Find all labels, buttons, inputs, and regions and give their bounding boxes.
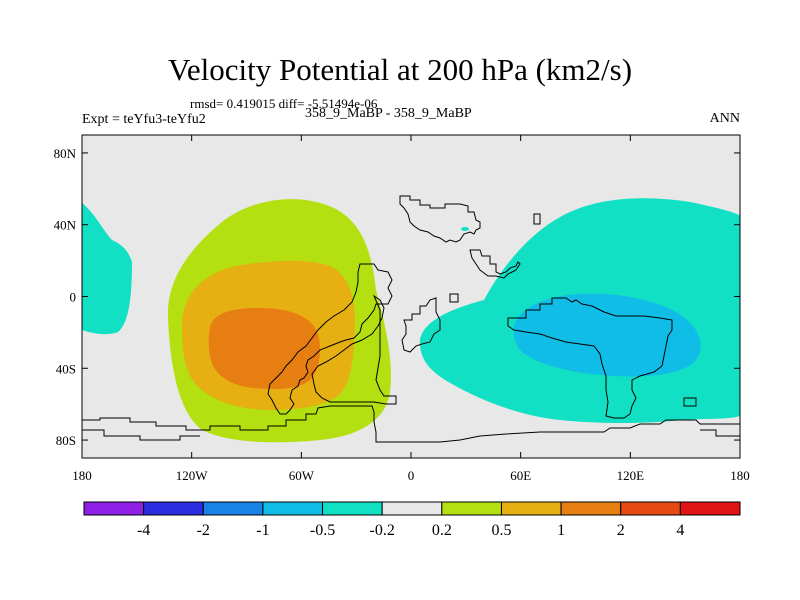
colorbar-label: 2: [617, 522, 625, 539]
plot-title: Velocity Potential at 200 hPa (km2/s): [167, 52, 633, 87]
contour-negative-northwest: [82, 203, 132, 335]
colorbar-swatch: [202, 501, 264, 516]
lat-tick-label: 40S: [56, 361, 76, 376]
lat-tick-label: 0: [70, 290, 77, 305]
lon-tick-label: 120W: [176, 468, 209, 483]
contour-negative-dot: [461, 227, 469, 231]
coastline-island-3: [683, 397, 697, 407]
coastline-antarctica: [82, 405, 740, 443]
colorbar-swatch: [143, 501, 204, 516]
lon-tick-label: 180: [730, 468, 750, 483]
coastline-asia-south: [401, 297, 441, 353]
lat-tick-label: 80S: [56, 433, 76, 448]
colorbar-swatch: [620, 501, 681, 516]
colorbar-swatch: [322, 501, 383, 516]
colorbar-label: -4: [137, 522, 150, 539]
contour-negative-moderate: [513, 293, 701, 377]
contour-positive-strong: [208, 308, 320, 390]
lon-tick-label: 60W: [289, 468, 315, 483]
lat-tick-label: 80N: [54, 146, 77, 161]
stats-text: rmsd= 0.419015 diff= -5.51494e-06: [190, 96, 378, 111]
coastline-west-block: [82, 429, 200, 441]
axis-tick-labels: 180 120W 60W 0 60E 120E 180 80N 40N 0 40S 80S: [54, 146, 750, 483]
axis-ticks: [81, 135, 741, 458]
colorbar-swatch: [441, 501, 502, 516]
coastline-arabia: [469, 249, 521, 279]
lon-tick-label: 60E: [510, 468, 531, 483]
coastline-island-1: [533, 213, 541, 225]
experiment-label: Expt = teYfu3-teYfu2: [82, 112, 206, 127]
lon-tick-label: 0: [408, 468, 415, 483]
colorbar-label: 1: [557, 522, 565, 539]
coastline-east-block: [700, 429, 740, 437]
colorbar-swatch: [381, 501, 443, 516]
coastline-island-2: [449, 293, 459, 303]
colorbar-label: -2: [197, 522, 210, 539]
colorbar-label: -1: [256, 522, 269, 539]
colorbar-label: -0.5: [310, 522, 335, 539]
colorbar-swatch: [679, 501, 741, 516]
lon-tick-label: 180: [72, 468, 92, 483]
contour-fills: [82, 198, 740, 443]
colorbar-swatch: [262, 501, 324, 516]
colorbar-swatch: [500, 501, 562, 516]
colorbar: -4 -2 -1 -0.5 -0.2 0.2 0.5 1 2 4: [83, 501, 741, 539]
case-names: 358_9_MaBP - 358_9_MaBP: [305, 106, 472, 121]
coastline-africa: [267, 263, 393, 415]
coastline-south-america: [311, 294, 397, 405]
colorbar-label: -0.2: [370, 522, 395, 539]
colorbar-swatch: [83, 501, 145, 516]
lon-tick-label: 120E: [617, 468, 645, 483]
coastline-australia: [507, 297, 673, 419]
season-label: ANN: [709, 111, 740, 126]
coastline-eurasia: [399, 195, 481, 243]
coastlines: [82, 195, 740, 443]
colorbar-label: 4: [676, 522, 684, 539]
colorbar-label: 0.2: [432, 522, 452, 539]
colorbar-swatch: [560, 501, 622, 516]
colorbar-label: 0.5: [491, 522, 511, 539]
lat-tick-label: 40N: [54, 218, 77, 233]
